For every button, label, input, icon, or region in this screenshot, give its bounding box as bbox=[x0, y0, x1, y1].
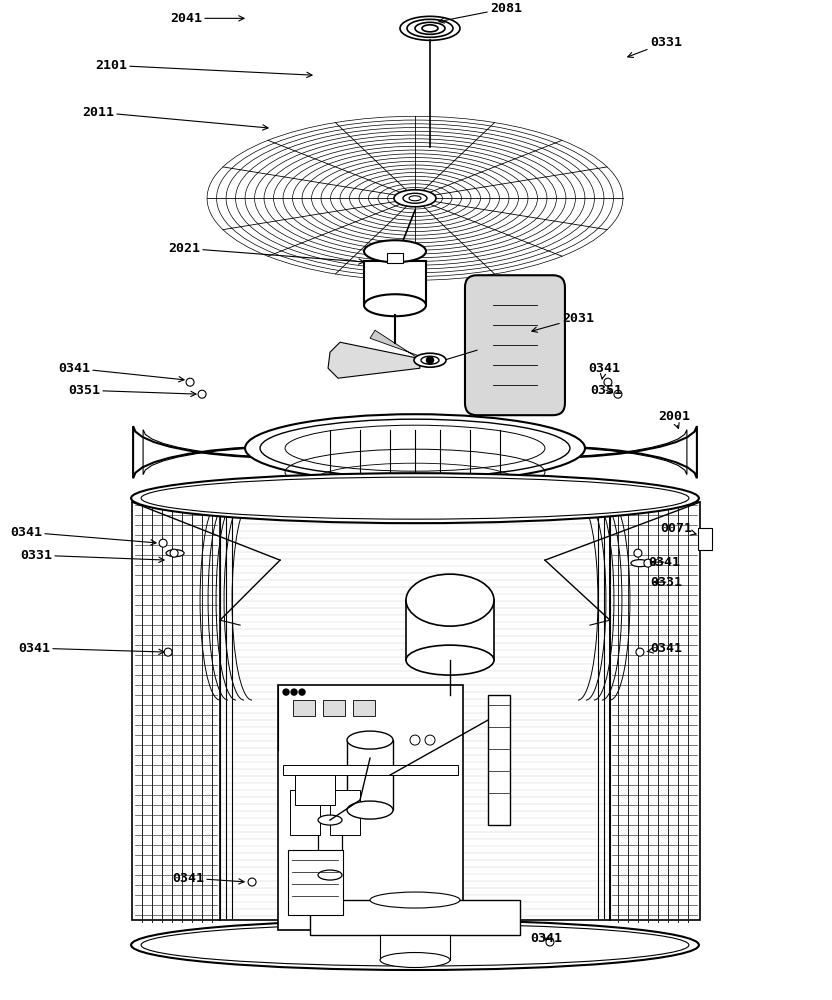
Bar bbox=[353, 700, 375, 716]
Bar bbox=[323, 700, 345, 716]
Text: 0331: 0331 bbox=[627, 36, 682, 57]
Ellipse shape bbox=[347, 731, 393, 749]
Circle shape bbox=[425, 735, 435, 745]
Bar bbox=[295, 775, 335, 805]
Text: 0341: 0341 bbox=[18, 642, 164, 655]
Bar bbox=[698, 528, 712, 550]
Circle shape bbox=[186, 378, 194, 386]
Bar bbox=[293, 700, 315, 716]
Polygon shape bbox=[347, 740, 393, 810]
Circle shape bbox=[636, 648, 644, 656]
Ellipse shape bbox=[403, 193, 427, 203]
Ellipse shape bbox=[380, 953, 450, 968]
Polygon shape bbox=[318, 820, 342, 875]
Bar bbox=[288, 850, 343, 915]
Ellipse shape bbox=[400, 16, 460, 40]
Text: 0341: 0341 bbox=[588, 362, 620, 379]
Text: 2011: 2011 bbox=[82, 106, 268, 130]
Text: 0351: 0351 bbox=[68, 384, 196, 397]
Bar bbox=[330, 790, 360, 835]
Text: 0341: 0341 bbox=[648, 556, 680, 569]
Polygon shape bbox=[132, 502, 220, 920]
Text: 2081: 2081 bbox=[439, 2, 522, 23]
Circle shape bbox=[164, 648, 172, 656]
Circle shape bbox=[604, 378, 612, 386]
Text: 0341: 0341 bbox=[530, 932, 562, 945]
Circle shape bbox=[170, 549, 178, 557]
Ellipse shape bbox=[394, 190, 436, 207]
Text: 0071: 0071 bbox=[660, 522, 696, 535]
Text: 0341: 0341 bbox=[10, 526, 156, 545]
Polygon shape bbox=[380, 935, 450, 960]
Polygon shape bbox=[133, 426, 697, 478]
Ellipse shape bbox=[364, 240, 426, 262]
Bar bbox=[488, 695, 510, 825]
Polygon shape bbox=[328, 342, 420, 378]
Text: 2021: 2021 bbox=[168, 242, 364, 264]
Ellipse shape bbox=[406, 574, 494, 626]
Ellipse shape bbox=[347, 801, 393, 819]
Polygon shape bbox=[364, 261, 426, 305]
Bar bbox=[290, 790, 320, 835]
Ellipse shape bbox=[318, 870, 342, 880]
Ellipse shape bbox=[631, 560, 649, 567]
Polygon shape bbox=[387, 253, 403, 263]
Polygon shape bbox=[220, 502, 610, 920]
Polygon shape bbox=[370, 330, 420, 358]
Polygon shape bbox=[278, 685, 463, 930]
Polygon shape bbox=[310, 900, 520, 935]
Text: 0331: 0331 bbox=[650, 576, 682, 589]
Polygon shape bbox=[283, 765, 458, 775]
Text: 0331: 0331 bbox=[20, 549, 164, 562]
Circle shape bbox=[644, 559, 652, 567]
Circle shape bbox=[198, 390, 206, 398]
Ellipse shape bbox=[260, 419, 570, 477]
Circle shape bbox=[427, 357, 433, 364]
Ellipse shape bbox=[318, 815, 342, 825]
Text: 2041: 2041 bbox=[170, 12, 244, 25]
Ellipse shape bbox=[166, 550, 184, 557]
Text: 0351: 0351 bbox=[590, 384, 622, 397]
Polygon shape bbox=[406, 600, 494, 660]
Text: 0341: 0341 bbox=[647, 642, 682, 655]
Text: 0341: 0341 bbox=[172, 872, 244, 885]
Circle shape bbox=[546, 938, 554, 946]
FancyBboxPatch shape bbox=[465, 275, 565, 415]
Text: 2031: 2031 bbox=[532, 312, 594, 332]
Circle shape bbox=[299, 689, 305, 695]
Text: 2001: 2001 bbox=[658, 410, 690, 428]
Ellipse shape bbox=[414, 353, 446, 367]
Ellipse shape bbox=[364, 294, 426, 316]
Text: 0341: 0341 bbox=[58, 362, 184, 382]
Ellipse shape bbox=[370, 892, 460, 908]
Ellipse shape bbox=[409, 196, 421, 201]
Circle shape bbox=[634, 549, 642, 557]
Circle shape bbox=[410, 735, 420, 745]
Circle shape bbox=[291, 689, 297, 695]
Circle shape bbox=[614, 390, 622, 398]
Circle shape bbox=[248, 878, 256, 886]
Ellipse shape bbox=[421, 356, 439, 364]
Ellipse shape bbox=[131, 473, 699, 523]
Ellipse shape bbox=[245, 414, 585, 482]
Ellipse shape bbox=[406, 645, 494, 675]
Ellipse shape bbox=[131, 920, 699, 970]
Circle shape bbox=[283, 689, 289, 695]
Polygon shape bbox=[610, 502, 700, 920]
Text: 2101: 2101 bbox=[95, 59, 312, 77]
Circle shape bbox=[159, 539, 167, 547]
